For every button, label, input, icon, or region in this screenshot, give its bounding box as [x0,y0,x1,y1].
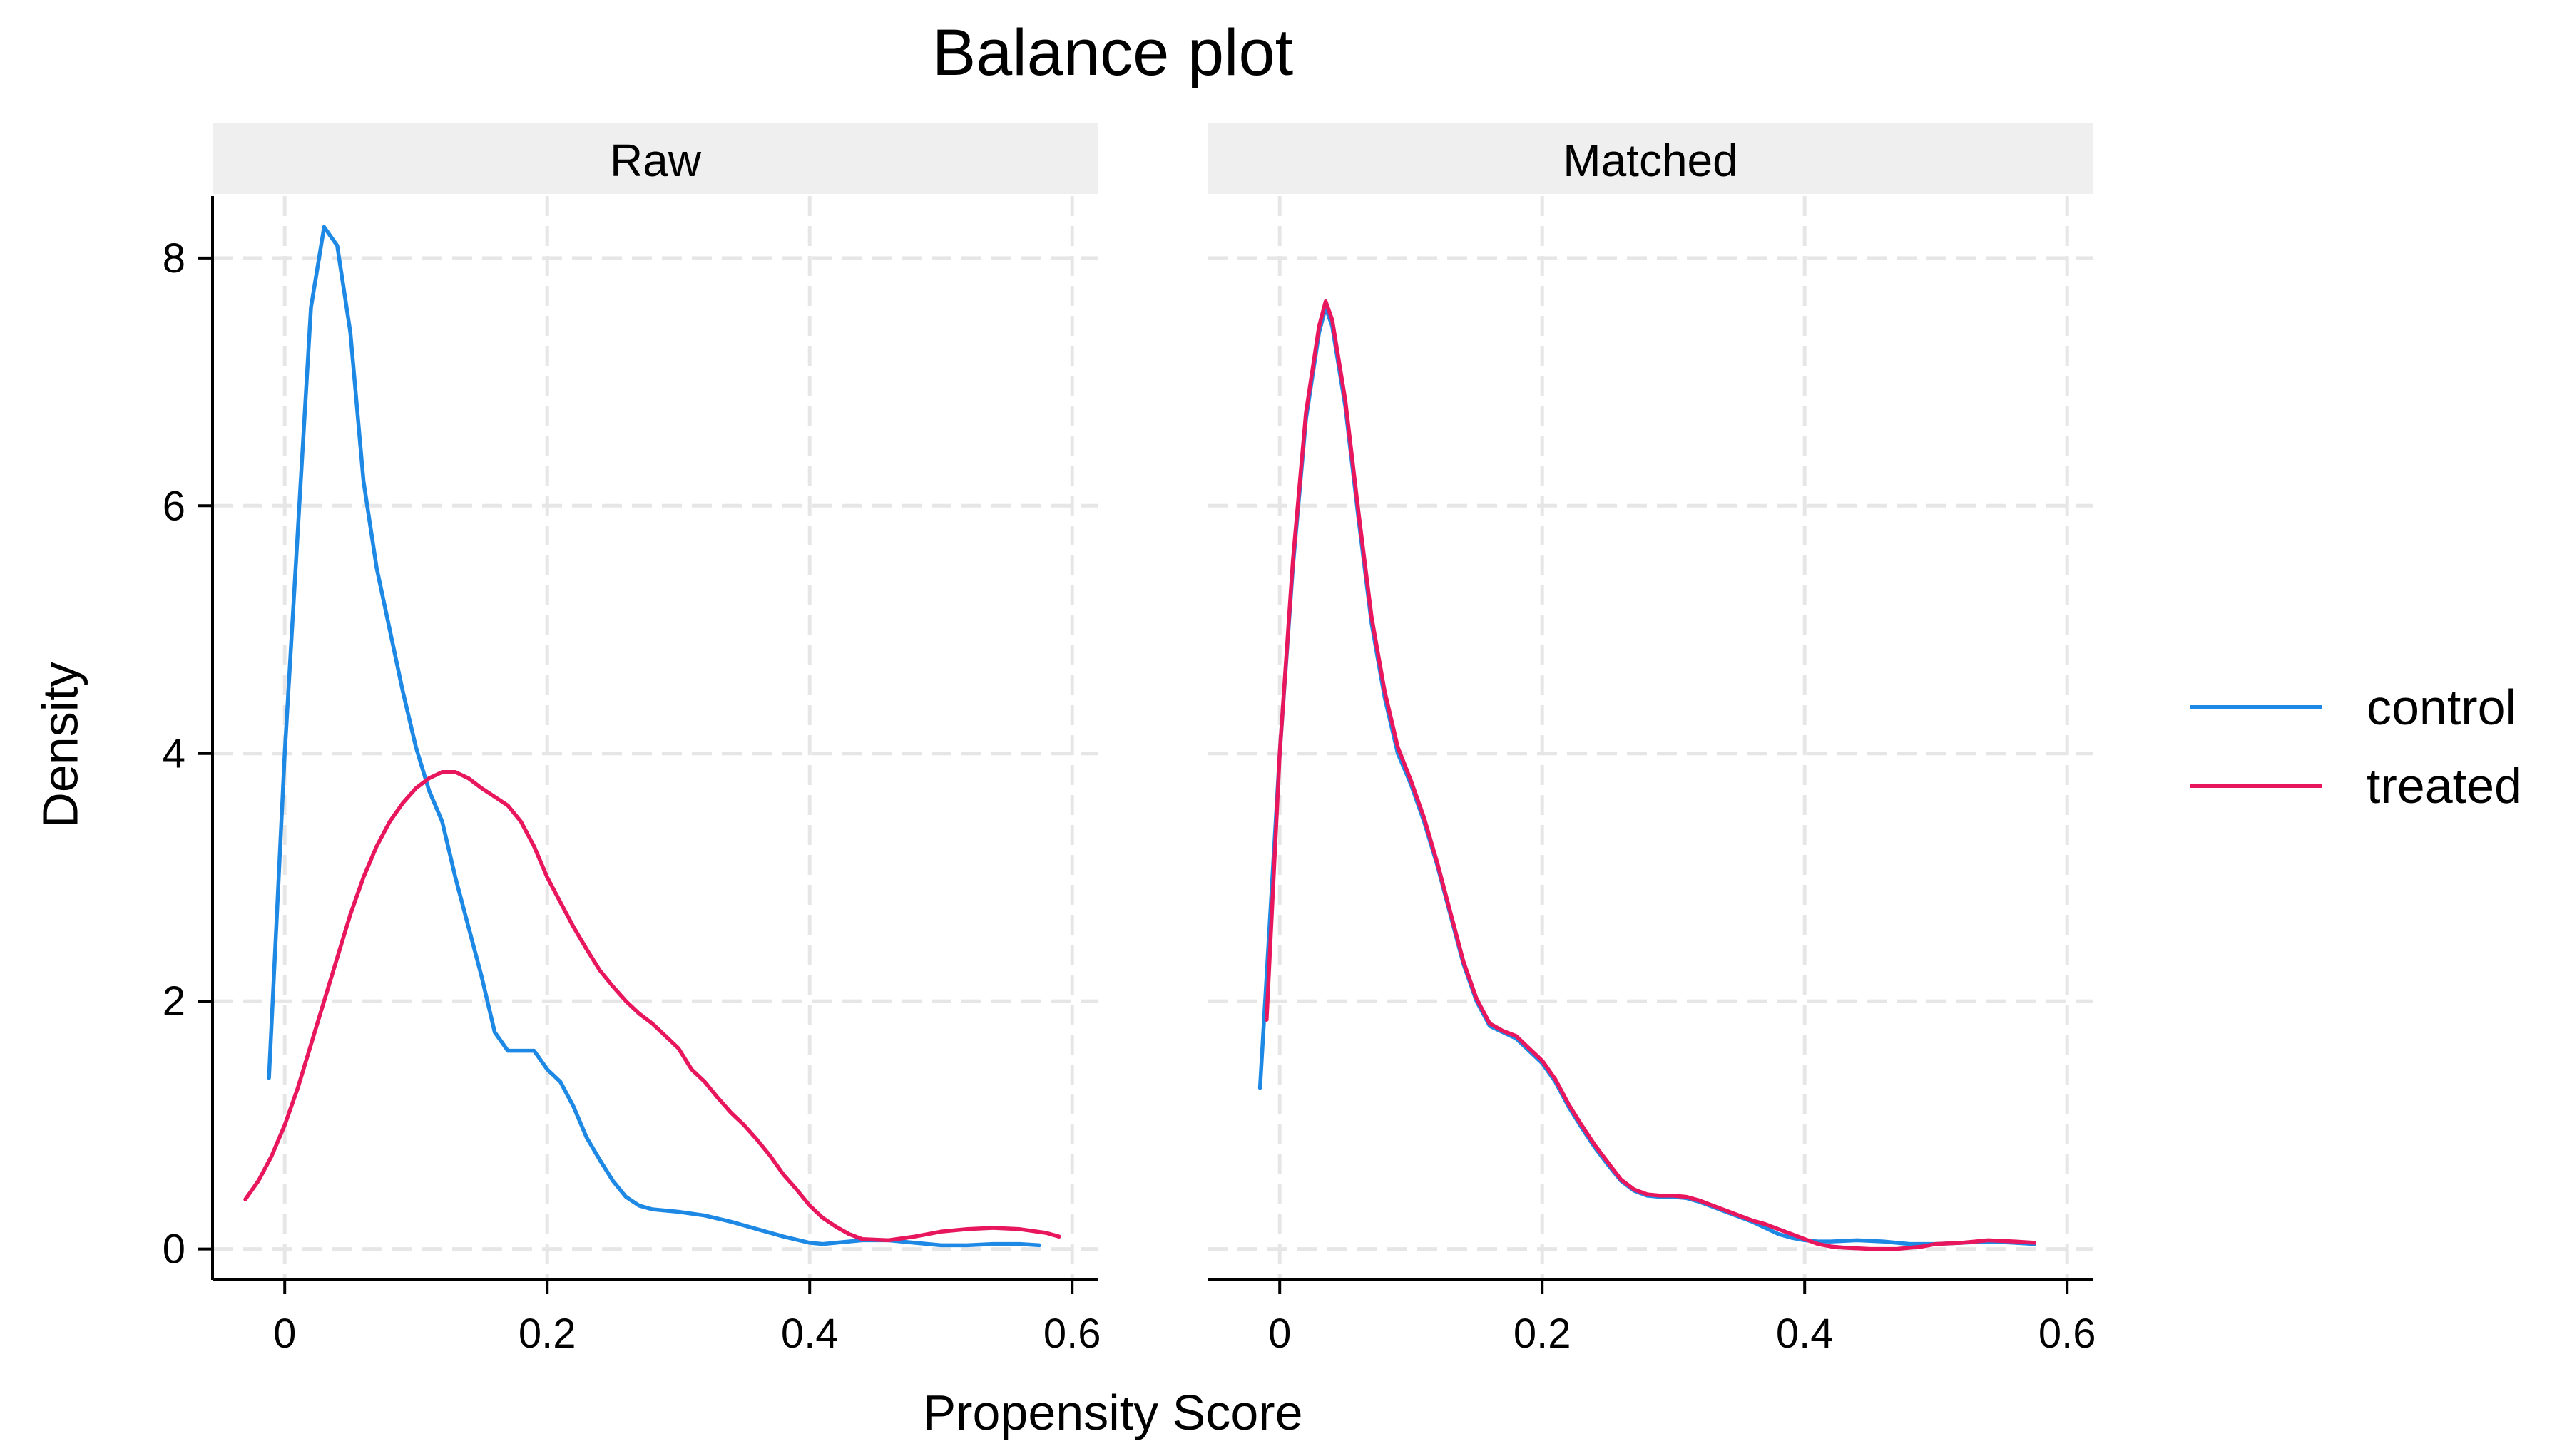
panel-strip-raw [213,123,1098,194]
y-tick-label: 0 [163,1226,185,1273]
y-axis-title: Density [32,662,88,828]
x-tick-label: 0 [1268,1311,1291,1357]
legend-label-treated: treated [2367,758,2522,814]
panel-label-matched: Matched [1563,135,1737,186]
grid-matched [1208,196,2093,1280]
chart-title: Balance plot [932,16,1293,89]
x-axis-title: Propensity Score [922,1385,1302,1440]
legend: control treated [2190,680,2522,814]
x-tick-label: 0.4 [1776,1311,1834,1357]
panel-strip-matched [1208,123,2093,194]
x-tick-label: 0.6 [2038,1311,2096,1357]
panel-raw: Raw 0 0.2 0.4 0.6 [213,123,1101,1357]
series-line-control [267,225,1041,1248]
y-axis-ticks: 0 2 4 6 8 [163,196,214,1280]
x-tick-label: 0 [273,1311,296,1357]
panel-matched: Matched 0 0.2 0.4 0.6 [1208,123,2096,1357]
axes-raw: 0 0.2 0.4 0.6 [213,1278,1101,1357]
grid-raw [213,196,1098,1280]
y-tick-label: 4 [163,731,185,777]
x-tick-label: 0.2 [1514,1311,1571,1357]
series-line-treated [243,770,1061,1243]
curves-raw [243,225,1061,1248]
curves-matched [1257,299,2036,1251]
axes-matched: 0 0.2 0.4 0.6 [1208,1278,2096,1357]
legend-label-control: control [2367,680,2516,735]
series-line-control [1257,305,2036,1246]
x-tick-label: 0.4 [781,1311,839,1357]
y-tick-label: 6 [163,483,185,529]
y-tick-label: 8 [163,235,185,282]
panel-label-raw: Raw [610,135,702,186]
x-tick-label: 0.6 [1043,1311,1101,1357]
series-line-treated [1265,299,2036,1251]
y-tick-label: 2 [163,978,185,1025]
x-tick-label: 0.2 [519,1311,576,1357]
